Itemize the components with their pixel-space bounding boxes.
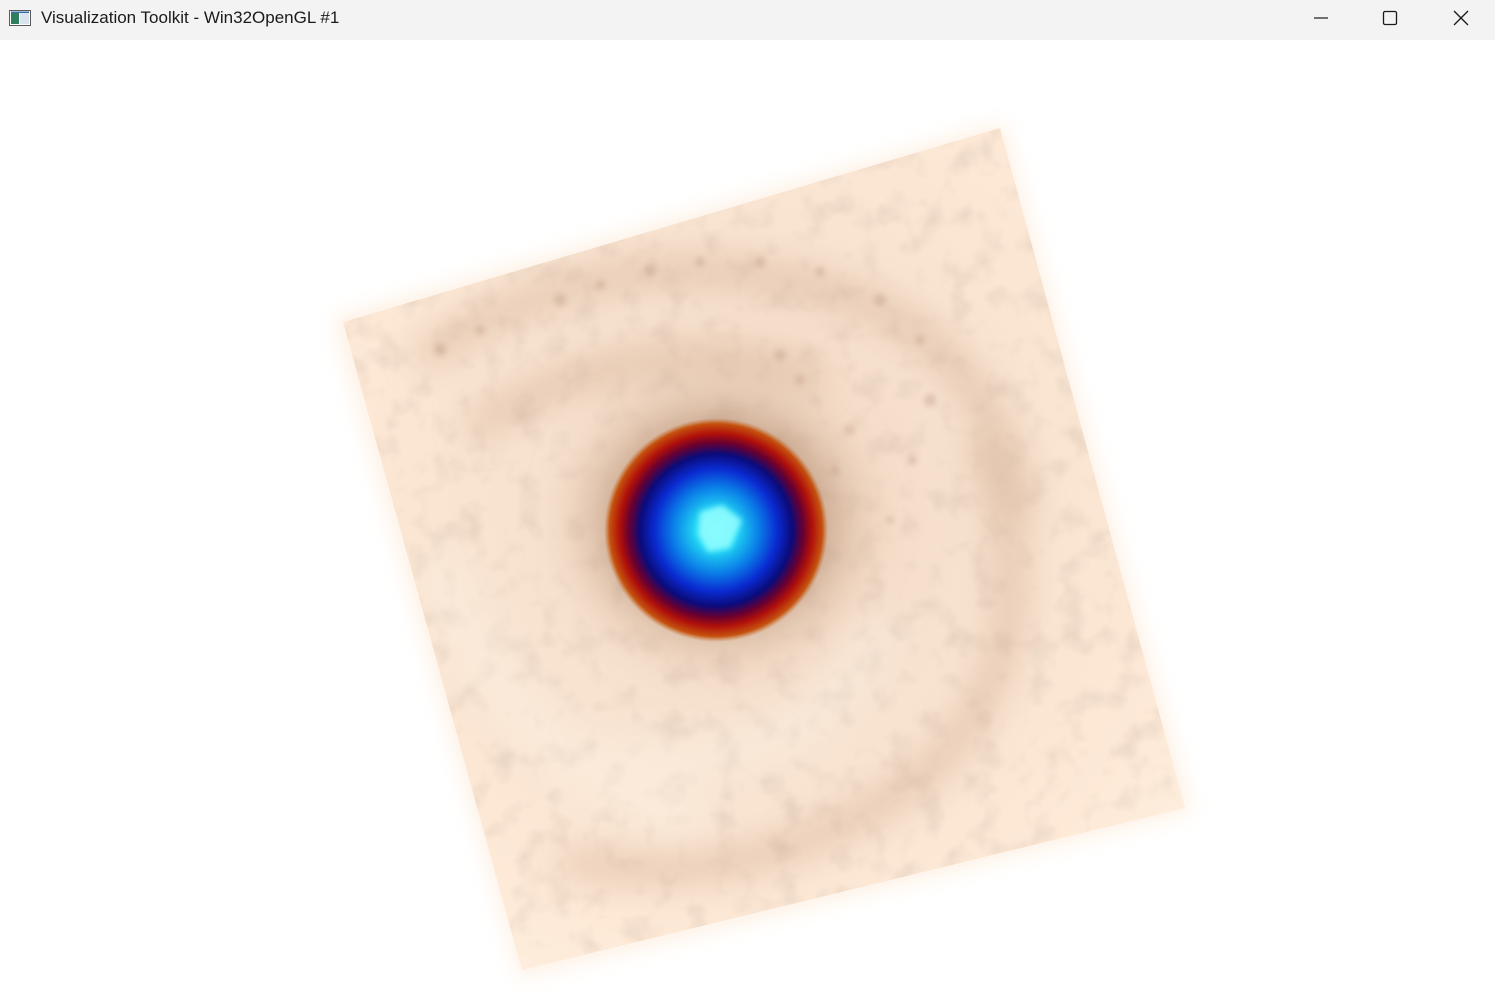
maximize-icon xyxy=(1382,10,1398,26)
minimize-button[interactable] xyxy=(1286,0,1356,36)
title-bar[interactable]: Visualization Toolkit - Win32OpenGL #1 xyxy=(0,0,1495,40)
close-icon xyxy=(1453,10,1469,26)
volume-render-canvas[interactable] xyxy=(0,40,1495,994)
minimize-icon xyxy=(1314,17,1328,19)
vortex-core-highlight xyxy=(698,505,742,552)
close-button[interactable] xyxy=(1426,0,1495,36)
render-viewport[interactable] xyxy=(0,40,1495,994)
vtk-app-icon xyxy=(9,10,31,26)
maximize-button[interactable] xyxy=(1355,0,1425,36)
window-title: Visualization Toolkit - Win32OpenGL #1 xyxy=(41,8,340,27)
